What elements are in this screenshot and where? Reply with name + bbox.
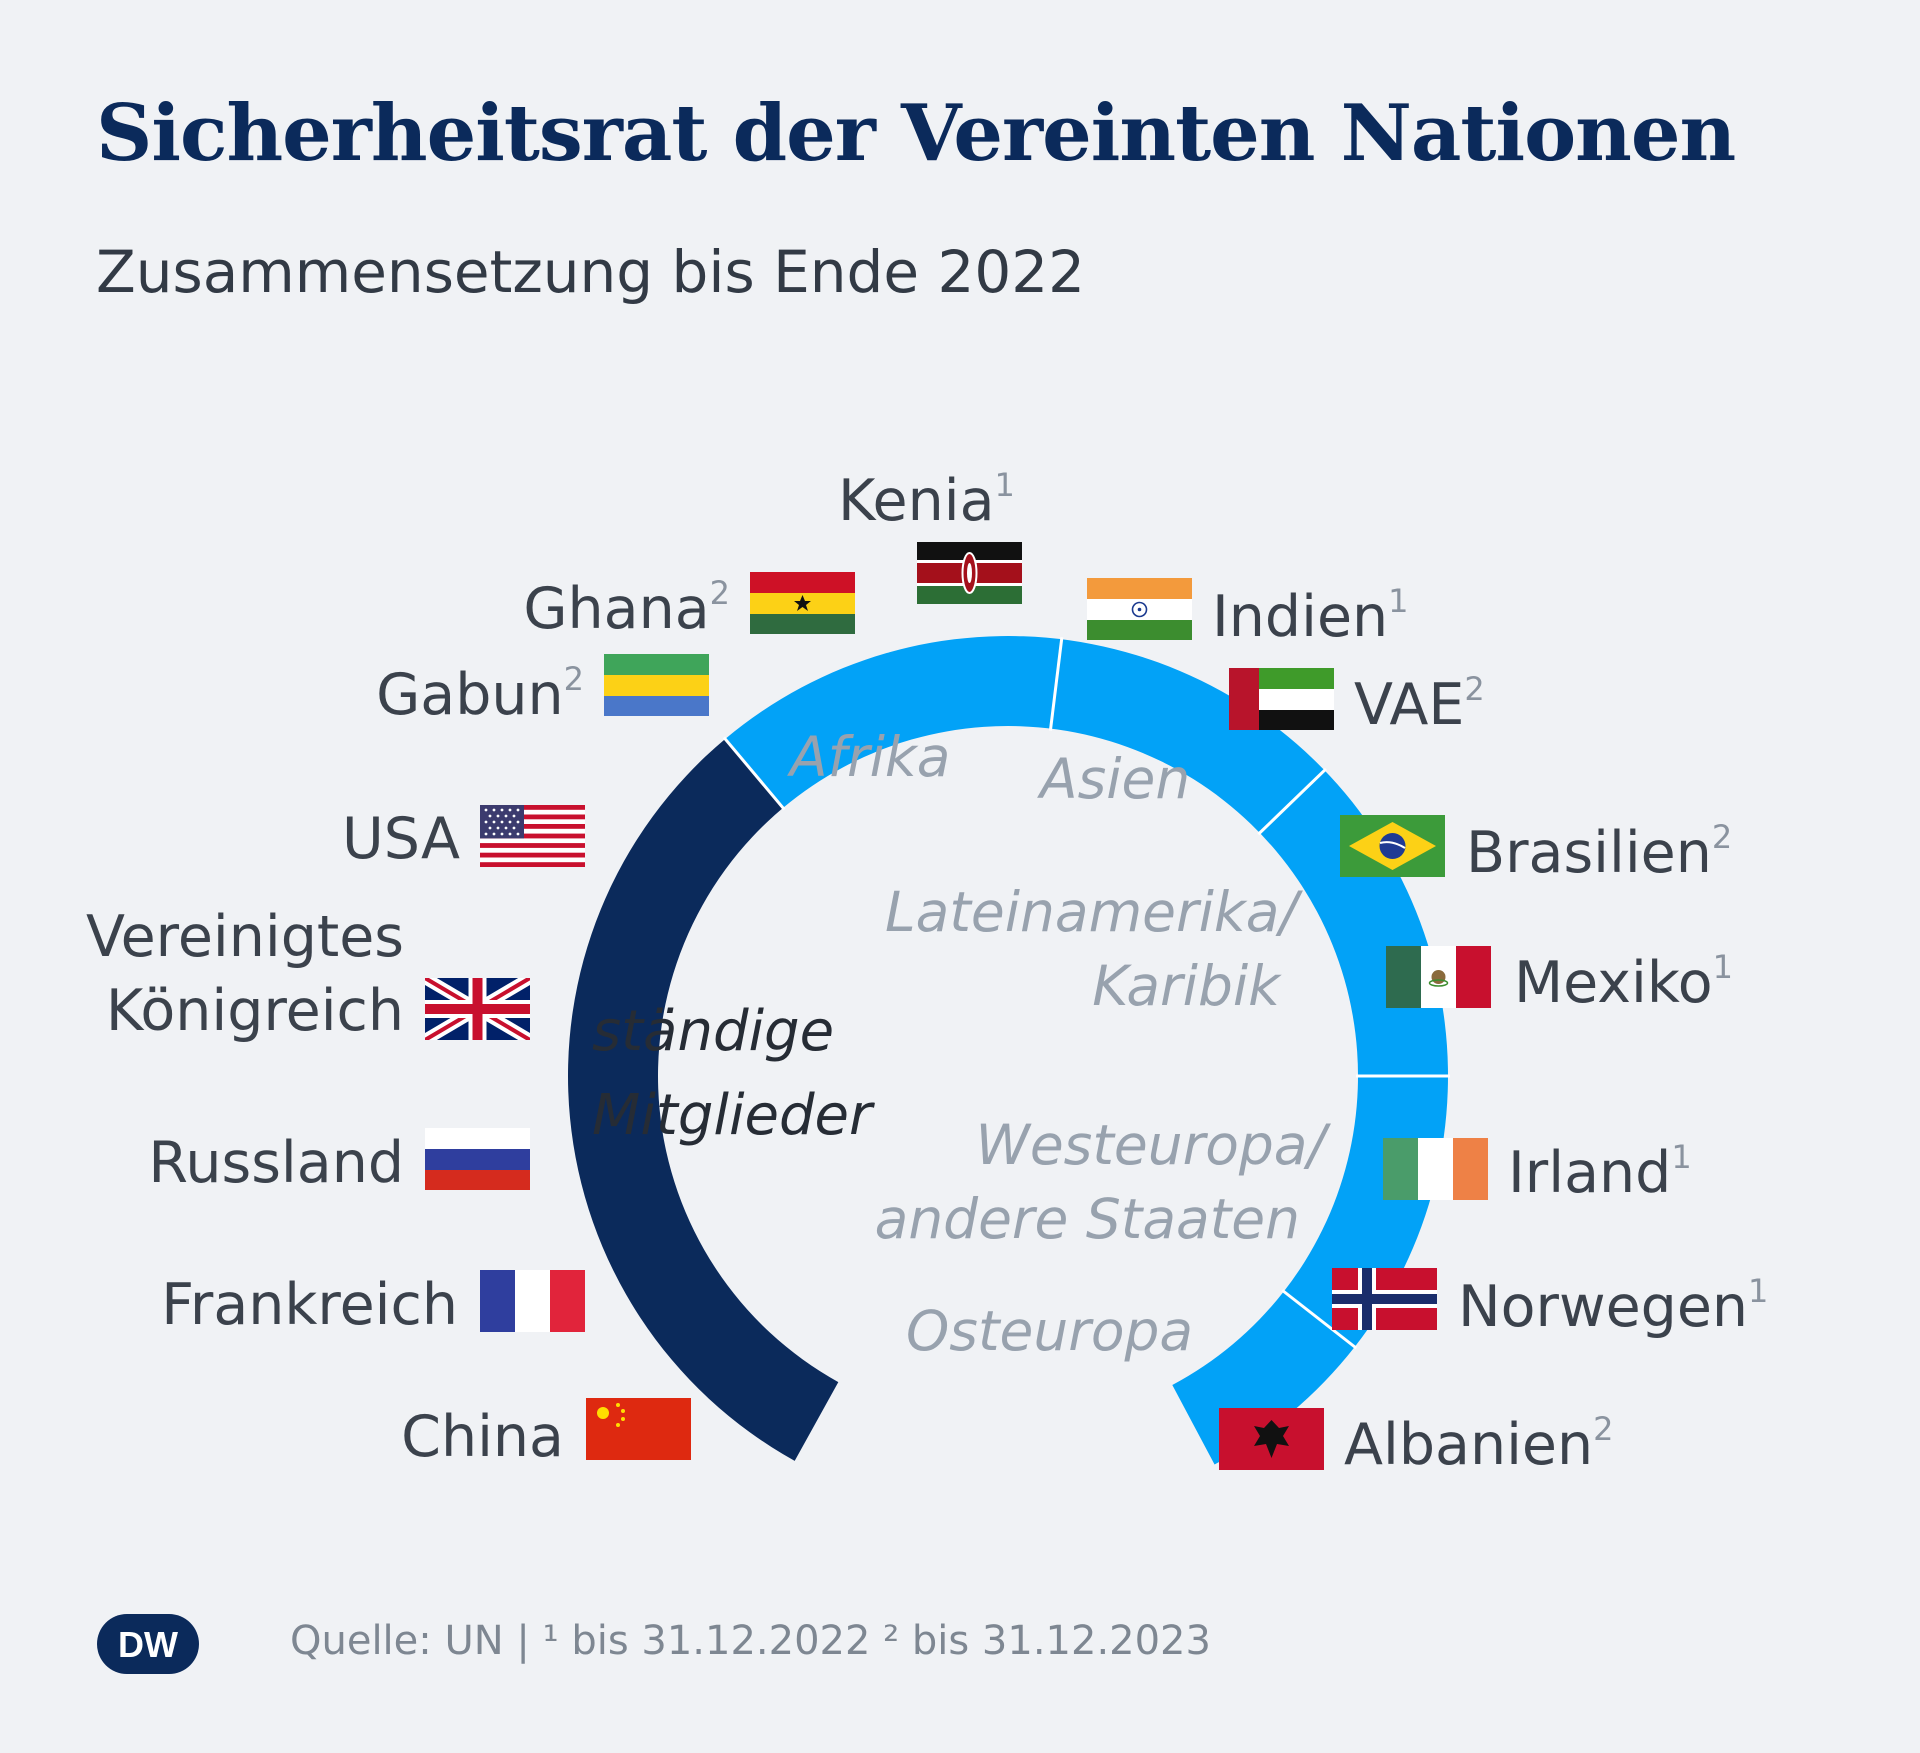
source-note: Quelle: UN | ¹ bis 31.12.2022 ² bis 31.1… <box>290 1618 1211 1664</box>
uk-flag-icon <box>425 978 530 1040</box>
india-flag-icon <box>1087 578 1192 640</box>
region-label-westeuropa: Westeuropa/ andere Staaten <box>874 1113 1326 1251</box>
china-flag-icon <box>586 1398 691 1460</box>
brazil-flag-icon <box>1340 815 1445 877</box>
ghana-flag-icon <box>750 572 855 634</box>
region-label-asien: Asien <box>1040 747 1191 811</box>
country-label-albanien: Albanien2 <box>1344 1410 1614 1478</box>
chart-subtitle: Zusammensetzung bis Ende 2022 <box>96 238 1086 306</box>
country-label-brasilien: Brasilien2 <box>1466 818 1733 886</box>
kenya-flag-icon <box>917 542 1022 604</box>
norway-flag-icon <box>1332 1268 1437 1330</box>
permanent-members-arc <box>567 738 839 1461</box>
mexico-flag-icon <box>1386 946 1491 1008</box>
elected-members-arc <box>725 635 1449 1465</box>
country-label-vae: VAE2 <box>1354 670 1485 738</box>
country-label-uk: Vereinigtes Königreich <box>86 904 404 1044</box>
ireland-flag-icon <box>1383 1138 1488 1200</box>
dw-logo: DW <box>97 1614 199 1674</box>
country-label-russland: Russland <box>148 1130 404 1196</box>
country-label-norwegen: Norwegen1 <box>1458 1272 1769 1340</box>
chart-title: Sicherheitsrat der Vereinten Nationen <box>96 88 1736 179</box>
region-label-lateinamerika: Lateinamerika/ Karibik <box>885 880 1298 1018</box>
uae-flag-icon <box>1229 668 1334 730</box>
france-flag-icon <box>480 1270 585 1332</box>
permanent-members-label: ständige Mitglieder <box>592 999 872 1148</box>
country-label-mexiko: Mexiko1 <box>1514 948 1734 1016</box>
gabon-flag-icon <box>604 654 709 716</box>
country-label-gabun: Gabun2 <box>376 660 584 728</box>
country-label-frankreich: Frankreich <box>161 1272 458 1338</box>
albania-flag-icon <box>1219 1408 1324 1470</box>
country-label-indien: Indien1 <box>1212 582 1409 650</box>
region-divider-line <box>1048 637 1064 731</box>
region-label-osteuropa: Osteuropa <box>906 1299 1194 1363</box>
russia-flag-icon <box>425 1128 530 1190</box>
country-label-kenia: Kenia1 <box>838 466 1015 534</box>
region-divider-line <box>722 736 786 811</box>
country-label-usa: USA <box>342 806 460 872</box>
region-dividers <box>722 637 1450 1350</box>
region-label-afrika: Afrika <box>790 725 951 789</box>
svg-text:DW: DW <box>118 1624 178 1665</box>
country-label-irland: Irland1 <box>1508 1138 1692 1206</box>
region-divider-line <box>1281 1289 1358 1350</box>
country-label-china: China <box>401 1404 564 1470</box>
region-divider-line <box>1257 767 1327 836</box>
country-label-ghana: Ghana2 <box>523 574 730 642</box>
us-flag-icon <box>480 805 585 867</box>
